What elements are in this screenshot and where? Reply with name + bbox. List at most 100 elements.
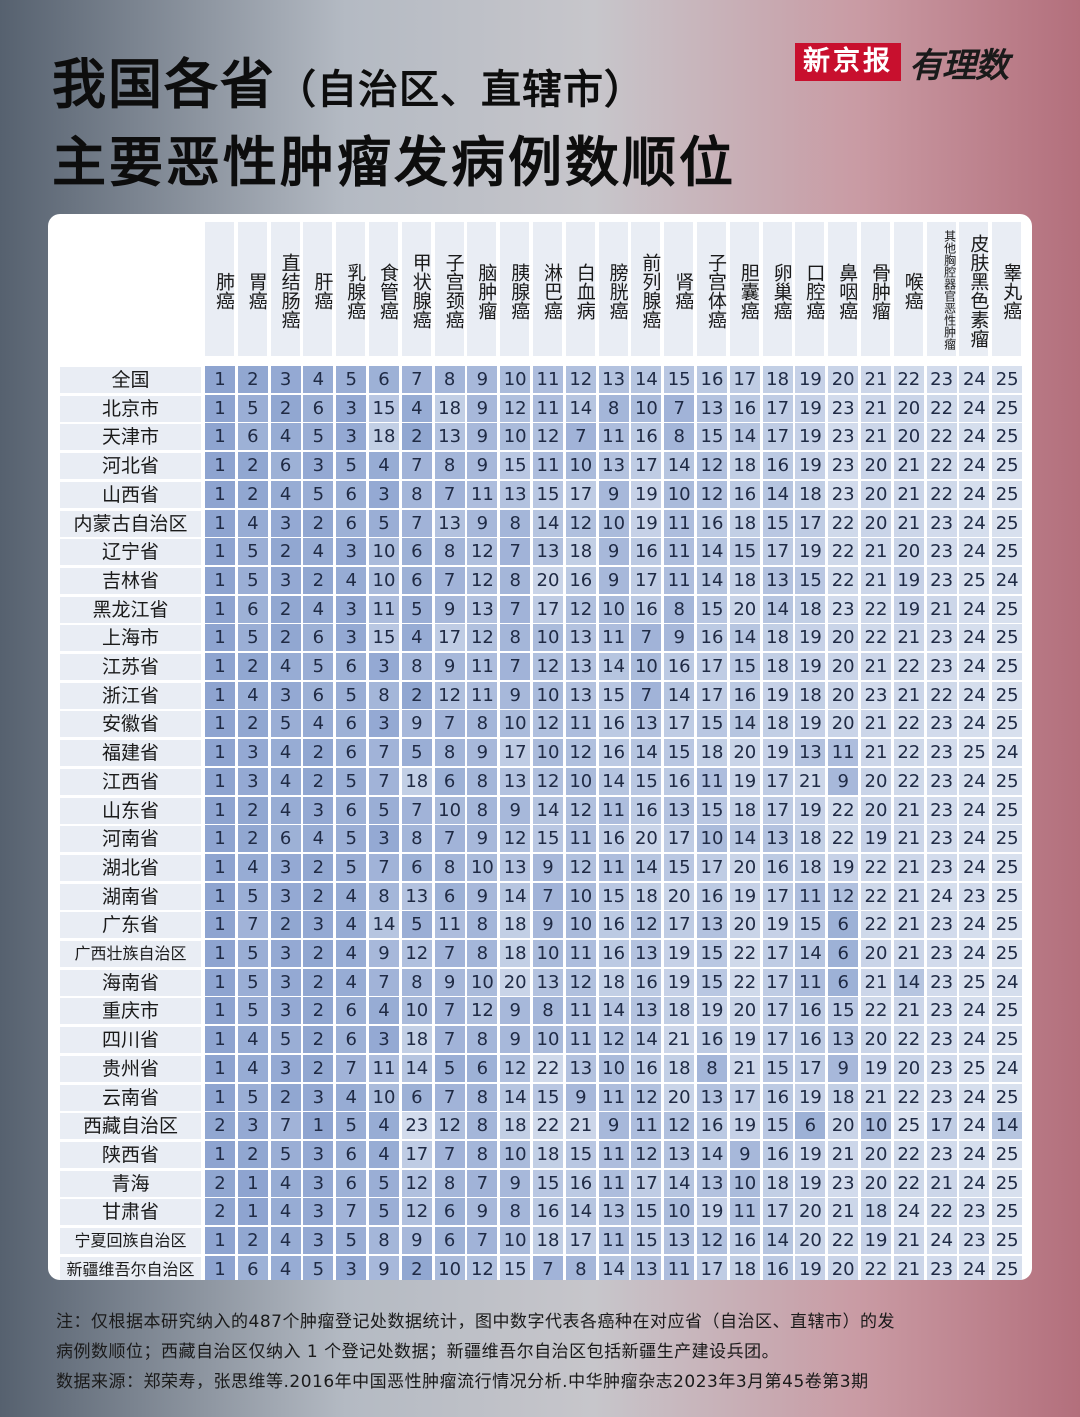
rank-cell: 16 (729, 1227, 760, 1254)
rank-cell: 23 (828, 1169, 859, 1197)
row-label: 山西省 (60, 481, 201, 508)
rank-cell: 22 (926, 423, 957, 451)
rank-cell: 7 (270, 1112, 301, 1140)
rank-cell: 22 (729, 968, 760, 996)
rank-cell: 9 (598, 566, 629, 594)
rank-cell: 15 (533, 1083, 563, 1111)
rank-cell: 20 (893, 538, 924, 566)
rank-cell: 1 (205, 1083, 235, 1111)
rank-cell: 14 (631, 366, 662, 393)
rank-cell: 7 (500, 653, 531, 680)
rank-cell: 20 (861, 767, 891, 795)
rank-cell: 2 (401, 1255, 432, 1280)
rank-cell: 25 (992, 423, 1023, 451)
rank-cell: 10 (467, 853, 498, 881)
rank-cell: 12 (533, 423, 563, 451)
rank-cell: 8 (401, 480, 432, 508)
column-header: 子宫颈癌 (434, 222, 465, 356)
rank-cell: 22 (926, 681, 957, 709)
rank-cell: 7 (533, 1255, 563, 1280)
rank-cell: 5 (369, 796, 399, 824)
rank-cell: 22 (828, 796, 859, 824)
rank-cell: 3 (303, 911, 334, 939)
rank-cell: 21 (861, 423, 891, 451)
rank-cell: 13 (598, 1198, 629, 1226)
rank-cell: 15 (598, 681, 629, 709)
rank-cell: 13 (697, 1169, 727, 1197)
rank-cell: 6 (401, 1083, 432, 1111)
rank-cell: 25 (959, 968, 990, 996)
rank-cell: 2 (237, 710, 268, 738)
rank-cell: 17 (697, 653, 727, 680)
rank-cell: 24 (893, 1198, 924, 1226)
rank-cell: 12 (500, 825, 531, 853)
rank-cell: 11 (795, 882, 826, 910)
rank-cell: 25 (992, 452, 1023, 480)
rank-cell: 8 (500, 1198, 531, 1226)
rank-cell: 21 (893, 825, 924, 853)
row-label: 西藏自治区 (60, 1113, 201, 1140)
rank-cell: 6 (795, 1112, 826, 1140)
rank-cell: 4 (270, 796, 301, 824)
rank-cell: 21 (893, 997, 924, 1025)
rank-cell: 1 (205, 480, 235, 508)
rank-cell: 20 (828, 1112, 859, 1140)
rank-cell: 13 (565, 653, 596, 680)
rank-cell: 10 (631, 653, 662, 680)
rank-cell: 8 (467, 1026, 498, 1054)
rank-cell: 1 (205, 739, 235, 767)
rank-cell: 24 (959, 1112, 990, 1140)
rank-cell: 12 (500, 1054, 531, 1082)
row-label: 江苏省 (60, 654, 201, 680)
rank-cell: 15 (762, 1054, 793, 1082)
rank-cell: 9 (467, 739, 498, 767)
rank-cell: 5 (336, 825, 367, 853)
rank-cell: 10 (533, 624, 563, 652)
rank-cell: 25 (992, 1140, 1023, 1168)
rank-cell: 24 (959, 825, 990, 853)
rank-cell: 7 (631, 681, 662, 709)
rank-cell: 4 (237, 681, 268, 709)
rank-cell: 11 (598, 1227, 629, 1254)
rank-cell: 11 (565, 825, 596, 853)
rank-cell: 1 (205, 452, 235, 480)
rank-cell: 2 (237, 1227, 268, 1254)
rank-cell: 11 (598, 1083, 629, 1111)
rank-cell: 24 (959, 595, 990, 623)
rank-cell: 12 (664, 1112, 695, 1140)
rank-cell: 13 (664, 1227, 695, 1254)
rank-cell: 12 (565, 853, 596, 881)
rank-cell: 3 (336, 624, 367, 652)
rank-cell: 20 (828, 653, 859, 680)
rank-cell: 3 (336, 538, 367, 566)
rank-cell: 4 (270, 1198, 301, 1226)
rank-cell: 21 (861, 653, 891, 680)
rank-cell: 18 (795, 681, 826, 709)
rank-cell: 13 (631, 997, 662, 1025)
rank-cell: 16 (697, 1112, 727, 1140)
rank-cell: 11 (598, 624, 629, 652)
rank-cell: 16 (762, 452, 793, 480)
rank-cell: 23 (926, 796, 957, 824)
rank-cell: 18 (500, 911, 531, 939)
rank-cell: 23 (926, 1140, 957, 1168)
rank-cell: 18 (795, 595, 826, 623)
rank-cell: 18 (729, 566, 760, 594)
rank-cell: 23 (926, 509, 957, 537)
row-label: 海南省 (60, 969, 201, 996)
rank-cell: 16 (697, 624, 727, 652)
rank-cell: 8 (467, 796, 498, 824)
row-label: 甘肃省 (60, 1199, 201, 1226)
rank-cell: 22 (926, 452, 957, 480)
rank-cell: 2 (303, 739, 334, 767)
rank-cell: 18 (762, 624, 793, 652)
rank-cell: 19 (762, 681, 793, 709)
rank-cell: 22 (893, 653, 924, 680)
rank-cell: 5 (237, 940, 268, 967)
rank-cell: 1 (205, 1026, 235, 1054)
rank-cell: 24 (926, 882, 957, 910)
rank-cell: 25 (992, 1169, 1023, 1197)
rank-cell: 6 (336, 710, 367, 738)
rank-cell: 16 (697, 366, 727, 393)
rank-cell: 9 (467, 509, 498, 537)
